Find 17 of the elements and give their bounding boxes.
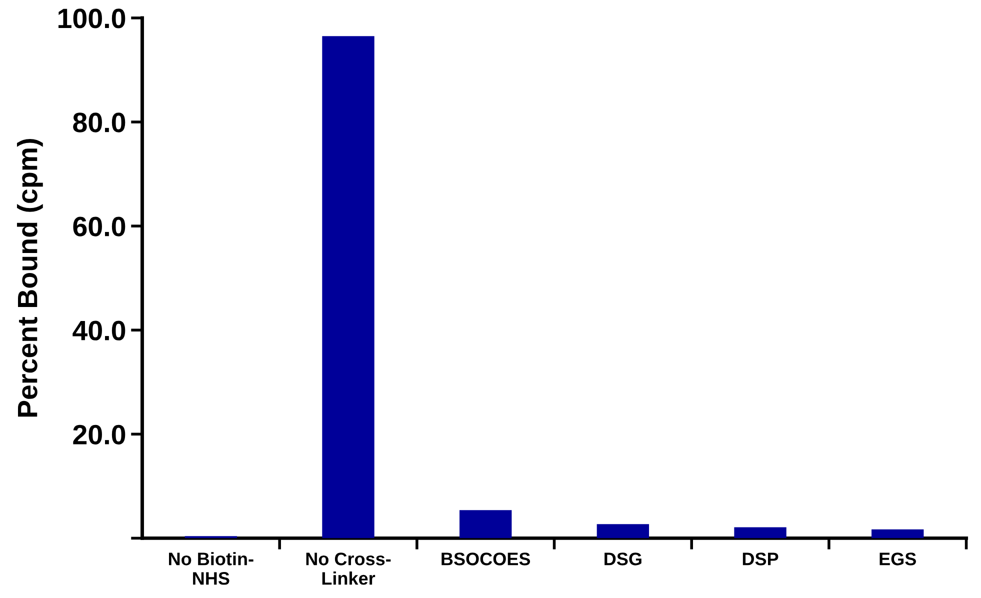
bar [872,529,924,538]
x-tick-label: BSOCOES [442,552,530,566]
y-tick-label: 80.0 [73,112,126,132]
x-tick-label: DSP [742,552,778,566]
y-tick-label: 20.0 [73,424,126,444]
bar [460,510,512,538]
x-tick-label: DSG [604,552,642,566]
bar [734,527,786,538]
x-tick-label: No Cross- Linker [306,552,391,585]
bar [322,36,374,538]
y-tick-label: 60.0 [73,216,126,236]
x-tick-label: EGS [880,552,916,566]
y-tick-label: 40.0 [72,320,126,340]
x-tick-label: No Biotin- NHS [169,552,254,585]
y-axis-title: Percent Bound (cpm) [16,139,43,417]
bar [596,524,650,538]
y-tick-label: 100.0 [58,8,126,28]
